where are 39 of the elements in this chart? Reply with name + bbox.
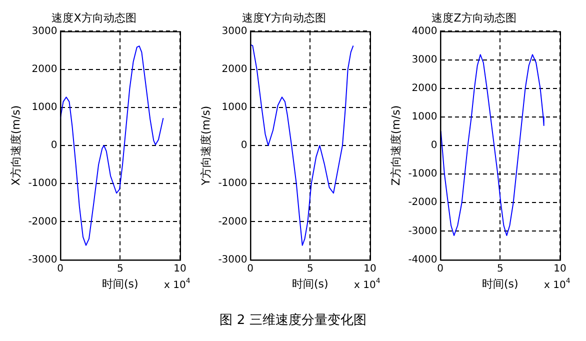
y-tick-label: 0 — [50, 140, 58, 152]
y-tick-label: 0 — [430, 140, 438, 152]
y-tick-label: 3000 — [222, 26, 248, 37]
x-axis-title: 时间(s) — [482, 277, 518, 290]
x-axis-title: 时间(s) — [102, 277, 138, 290]
y-tick-label: 1000 — [32, 102, 58, 113]
x-tick-label: 5 — [496, 263, 504, 274]
y-tick-label: -1000 — [218, 178, 248, 190]
x-tick-label: 10 — [554, 263, 566, 274]
y-axis-title: Y方向速度(m/s) — [199, 106, 212, 186]
y-tick-label: 2000 — [32, 64, 58, 75]
y-tick-label: -3000 — [218, 254, 248, 266]
y-tick-label: -3000 — [408, 226, 438, 237]
y-tick-label: 1000 — [412, 112, 438, 123]
x-tick-label: 5 — [116, 263, 124, 274]
chart-title: 速度X方向动态图 — [52, 11, 136, 24]
chart-title: 速度Z方向动态图 — [432, 11, 516, 24]
x-tick-label: 5 — [306, 263, 314, 274]
y-axis-title: X方向速度(m/s) — [9, 105, 22, 186]
y-tick-label: 4000 — [412, 26, 438, 37]
y-tick-label: -2000 — [218, 216, 248, 228]
caption: 图 2 三维速度分量变化图 — [218, 312, 368, 329]
y-tick-label: -2000 — [28, 216, 58, 228]
y-tick-label: 3000 — [32, 26, 58, 37]
y-tick-label: 2000 — [222, 64, 248, 75]
x-tick-label: 10 — [174, 263, 186, 274]
x-tick-label: 10 — [364, 263, 376, 274]
y-tick-label: -2000 — [408, 197, 438, 208]
y-tick-label: -3000 — [28, 254, 58, 266]
y-tick-label: 0 — [240, 140, 248, 152]
y-tick-label: 1000 — [222, 102, 248, 113]
y-tick-label: -4000 — [408, 254, 438, 266]
y-tick-label: -1000 — [28, 178, 58, 190]
y-tick-label: -1000 — [408, 168, 438, 180]
y-tick-label: 3000 — [412, 54, 438, 66]
y-tick-label: 2000 — [412, 82, 438, 94]
y-axis-title: Z方向速度(m/s) — [389, 105, 402, 186]
chart-title: 速度Y方向动态图 — [242, 11, 326, 24]
x-axis-title: 时间(s) — [292, 277, 328, 290]
